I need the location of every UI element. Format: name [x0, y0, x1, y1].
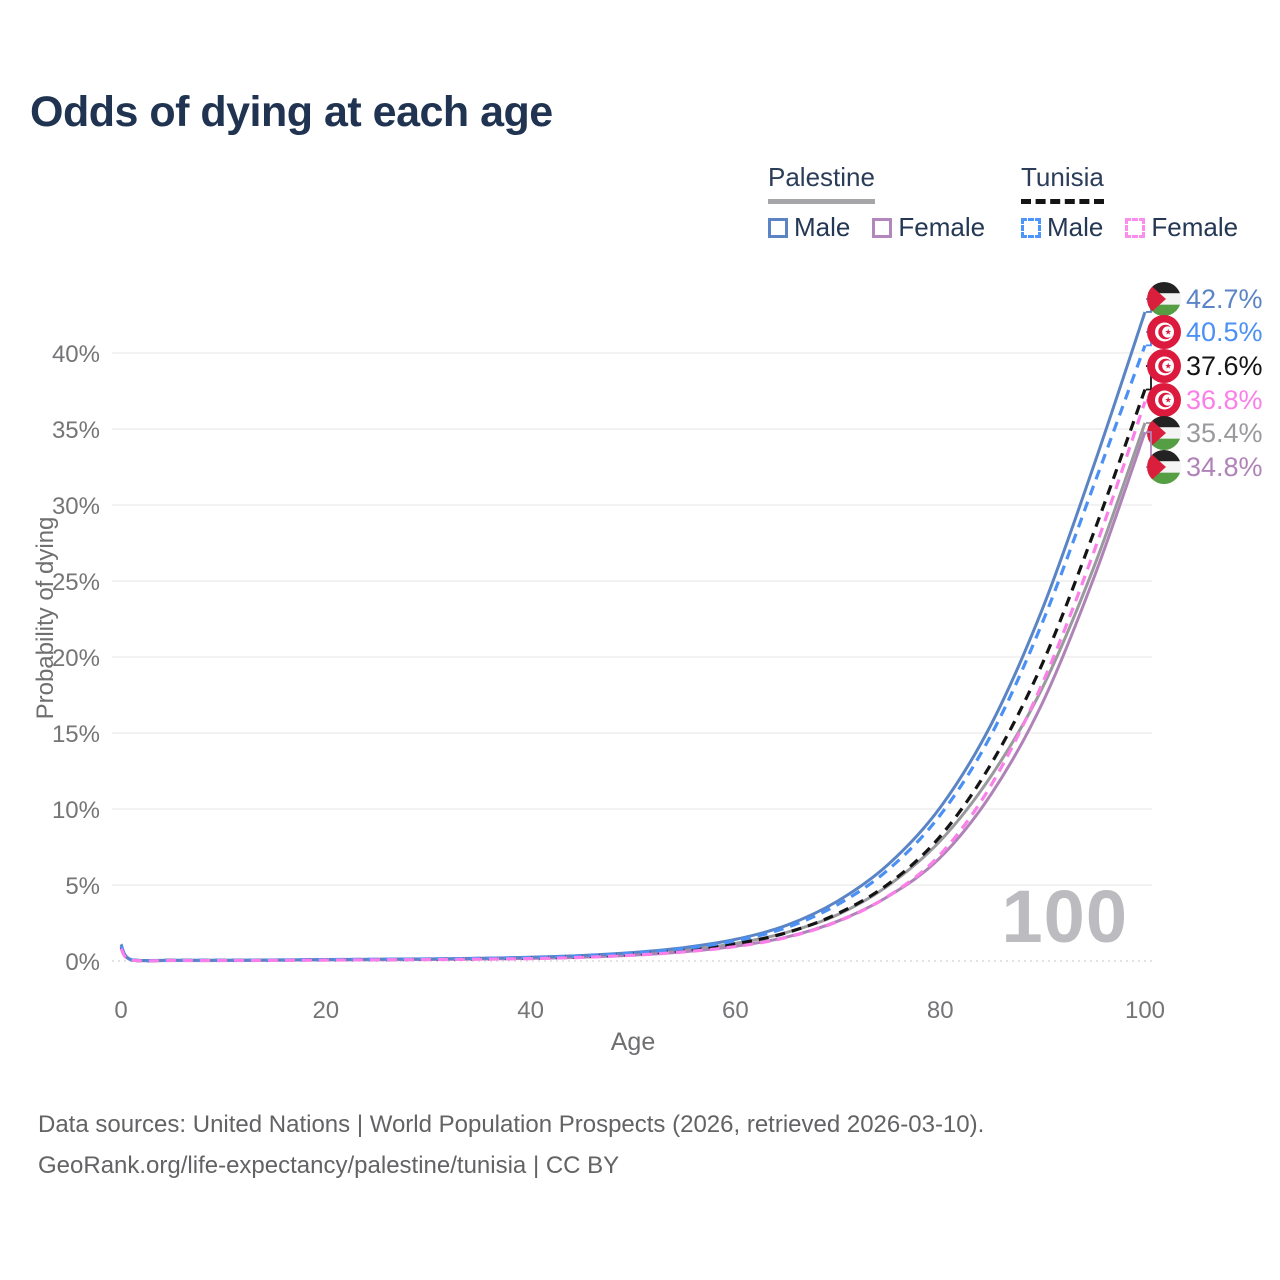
palestine-flag-icon	[1147, 416, 1181, 450]
series-line-palestine-female	[119, 431, 1147, 963]
palestine-flag-icon	[1147, 450, 1181, 484]
palestine-male-label: Male	[794, 212, 851, 242]
series-line-tunisia-male	[119, 344, 1147, 963]
y-tick-label: 20%	[52, 645, 100, 672]
y-tick-label: 35%	[52, 417, 100, 444]
palestine-flag-icon	[1147, 282, 1181, 316]
legend-tunisia-title: Tunisia	[1021, 162, 1104, 204]
x-tick-label: 60	[722, 997, 749, 1024]
y-tick-label: 25%	[52, 569, 100, 596]
series-line-palestine-male	[119, 311, 1147, 963]
end-value-label-tunisia-both: 37.6%	[1186, 351, 1263, 381]
legend-palestine-title: Palestine	[768, 162, 875, 204]
data-sources-text: Data sources: United Nations | World Pop…	[38, 1111, 985, 1138]
palestine-female-swatch-icon	[872, 217, 893, 238]
end-value-label-palestine-female: 34.8%	[1186, 452, 1263, 482]
legend-tunisia-female[interactable]: Female	[1125, 212, 1238, 243]
y-tick-label: 30%	[52, 493, 100, 520]
legend-palestine-female[interactable]: Female	[872, 212, 985, 243]
legend-palestine-male[interactable]: Male	[768, 212, 850, 243]
tunisia-male-label: Male	[1047, 212, 1104, 242]
tunisia-flag-icon	[1147, 349, 1181, 383]
x-tick-label: 20	[312, 997, 339, 1024]
legend-group-palestine: Palestine Male Female	[768, 162, 1007, 243]
end-value-label-palestine-both: 35.4%	[1186, 418, 1263, 448]
tunisia-male-swatch-icon	[1021, 217, 1041, 238]
footer: Data sources: United Nations | World Pop…	[38, 1104, 984, 1186]
y-tick-label: 10%	[52, 797, 100, 824]
source-url-text: GeoRank.org/life-expectancy/palestine/tu…	[38, 1152, 620, 1179]
end-value-label-tunisia-male: 40.5%	[1186, 317, 1263, 347]
palestine-female-label: Female	[898, 212, 986, 242]
palestine-male-swatch-icon	[768, 217, 788, 238]
x-tick-label: 80	[927, 997, 954, 1024]
x-tick-label: 40	[517, 997, 544, 1024]
tunisia-flag-icon	[1147, 315, 1181, 349]
tunisia-female-label: Female	[1151, 212, 1239, 242]
y-tick-label: 15%	[52, 721, 100, 748]
y-tick-label: 5%	[65, 873, 100, 900]
legend-group-tunisia: Tunisia Male Female	[1021, 162, 1260, 243]
end-value-label-palestine-male: 42.7%	[1186, 284, 1263, 314]
page-title: Odds of dying at each age	[30, 88, 553, 136]
x-tick-label: 100	[1125, 997, 1165, 1024]
end-value-label-tunisia-female: 36.8%	[1186, 385, 1263, 415]
tunisia-flag-icon	[1147, 383, 1181, 417]
x-axis-title: Age	[611, 1028, 655, 1056]
series-line-tunisia-female	[119, 401, 1147, 963]
y-tick-label: 0%	[65, 949, 100, 976]
series-line-palestine-both	[119, 422, 1147, 963]
series-line-tunisia-both	[119, 388, 1147, 963]
age-marker-watermark: 100	[1001, 875, 1128, 958]
legend-tunisia-male[interactable]: Male	[1021, 212, 1103, 243]
y-tick-label: 40%	[52, 341, 100, 368]
tunisia-female-swatch-icon	[1125, 217, 1146, 238]
x-tick-label: 0	[114, 997, 127, 1024]
